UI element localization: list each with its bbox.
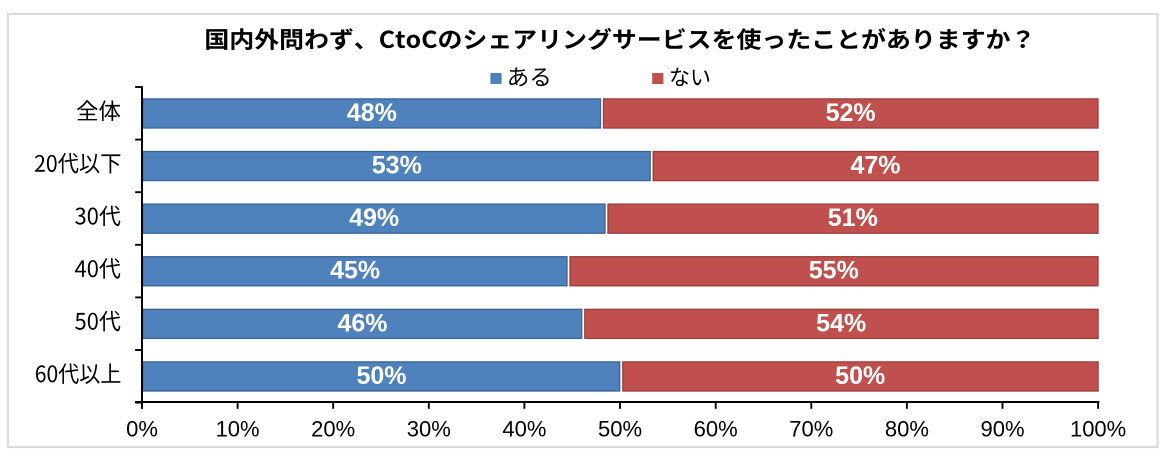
svg-text:50%: 50% <box>598 416 642 441</box>
svg-text:80%: 80% <box>885 416 929 441</box>
svg-text:40%: 40% <box>502 416 546 441</box>
svg-text:100%: 100% <box>1070 416 1126 441</box>
svg-text:10%: 10% <box>216 416 260 441</box>
svg-text:51%: 51% <box>828 204 878 232</box>
svg-text:0%: 0% <box>126 416 158 441</box>
svg-text:60%: 60% <box>694 416 738 441</box>
svg-text:53%: 53% <box>372 152 422 180</box>
svg-text:48%: 48% <box>347 99 397 127</box>
svg-text:49%: 49% <box>349 204 399 232</box>
svg-text:45%: 45% <box>330 257 380 285</box>
svg-text:70%: 70% <box>789 416 833 441</box>
svg-text:47%: 47% <box>850 152 900 180</box>
svg-text:30%: 30% <box>407 416 451 441</box>
svg-text:90%: 90% <box>980 416 1024 441</box>
svg-text:55%: 55% <box>809 257 859 285</box>
svg-text:52%: 52% <box>826 99 876 127</box>
svg-text:46%: 46% <box>337 309 387 337</box>
svg-text:50%: 50% <box>356 362 406 390</box>
svg-text:50%: 50% <box>835 362 885 390</box>
svg-text:20%: 20% <box>311 416 355 441</box>
svg-text:54%: 54% <box>816 309 866 337</box>
